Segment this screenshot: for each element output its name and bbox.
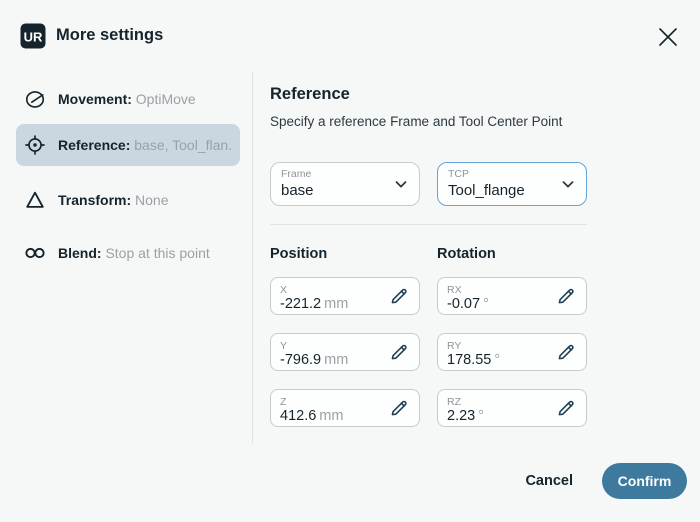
position-heading: Position	[270, 246, 328, 262]
field-unit: °	[483, 295, 489, 312]
sidebar-item-reference-key: Reference:	[58, 137, 131, 153]
field-value: -796.9 mm	[280, 352, 379, 369]
chevron-down-icon	[559, 175, 577, 193]
universal-robots-logo-icon: UR	[20, 23, 46, 49]
sidebar-item-transform-key: Transform:	[58, 192, 132, 208]
frame-dropdown-label: Frame	[281, 168, 312, 180]
field-number: -221.2	[280, 295, 322, 312]
position-y-field[interactable]: Y -796.9 mm	[270, 333, 420, 371]
field-number: -796.9	[280, 351, 322, 368]
infinity-icon	[24, 242, 46, 264]
sidebar-item-blend[interactable]: Blend: Stop at this point	[16, 232, 240, 274]
pencil-edit-icon[interactable]	[388, 341, 410, 363]
field-number: 412.6	[280, 407, 317, 424]
close-icon[interactable]	[656, 25, 680, 49]
tcp-dropdown-label: TCP	[448, 168, 469, 180]
position-z-field[interactable]: Z 412.6 mm	[270, 389, 420, 427]
frame-dropdown-value: base	[281, 182, 314, 199]
field-label: RY	[447, 339, 462, 352]
sidebar-divider	[252, 72, 253, 444]
field-value: 2.23 °	[447, 408, 546, 425]
pencil-edit-icon[interactable]	[555, 397, 577, 419]
sidebar-item-movement[interactable]: Movement: OptiMove	[16, 78, 240, 120]
reference-panel: Reference Specify a reference Frame and …	[270, 84, 587, 427]
field-number: -0.07	[447, 295, 481, 312]
pencil-edit-icon[interactable]	[388, 397, 410, 419]
field-value: 178.55 °	[447, 352, 546, 369]
settings-sidebar: Movement: OptiMove Reference: base, Tool…	[16, 78, 240, 274]
dialog-footer: Cancel Confirm	[523, 463, 687, 499]
frame-dropdown[interactable]: Frame base	[270, 162, 420, 206]
pencil-edit-icon[interactable]	[555, 341, 577, 363]
sidebar-item-reference-value: base, Tool_flan...	[134, 137, 232, 153]
chevron-down-icon	[392, 175, 410, 193]
field-unit: mm	[319, 407, 344, 424]
svg-text:UR: UR	[24, 30, 43, 45]
sidebar-item-blend-key: Blend:	[58, 245, 102, 261]
field-label: X	[280, 283, 288, 296]
sidebar-item-label: Blend: Stop at this point	[58, 245, 210, 261]
panel-title: Reference	[270, 85, 350, 103]
field-label: Y	[280, 339, 288, 352]
sidebar-item-transform-value: None	[135, 192, 169, 208]
sidebar-item-label: Reference: base, Tool_flan...	[58, 137, 232, 153]
sidebar-item-movement-value: OptiMove	[135, 91, 196, 107]
sidebar-item-label: Transform: None	[58, 192, 168, 208]
field-label: RX	[447, 283, 462, 296]
field-unit: °	[478, 407, 485, 424]
tcp-dropdown-value: Tool_flange	[448, 182, 525, 199]
target-icon	[24, 134, 46, 156]
position-x-field[interactable]: X -221.2 mm	[270, 277, 420, 315]
sidebar-item-transform[interactable]: Transform: None	[16, 179, 240, 221]
rotation-heading: Rotation	[437, 246, 496, 262]
field-label: RZ	[447, 395, 461, 408]
sidebar-item-blend-value: Stop at this point	[105, 245, 210, 261]
pencil-edit-icon[interactable]	[388, 285, 410, 307]
section-divider	[270, 224, 587, 225]
rotation-ry-field[interactable]: RY 178.55 °	[437, 333, 587, 371]
dialog-title: More settings	[56, 26, 164, 44]
panel-subtitle: Specify a reference Frame and Tool Cente…	[270, 114, 563, 129]
field-value: 412.6 mm	[280, 408, 379, 425]
field-unit: °	[494, 351, 501, 368]
confirm-button[interactable]: Confirm	[602, 463, 687, 499]
sidebar-item-reference[interactable]: Reference: base, Tool_flan...	[16, 124, 240, 166]
field-label: Z	[280, 395, 287, 408]
sidebar-item-movement-key: Movement:	[58, 91, 132, 107]
field-value: -221.2 mm	[280, 296, 379, 313]
reference-dropdowns: Frame base TCP Tool_flange	[270, 162, 587, 206]
field-unit: mm	[324, 351, 349, 368]
sidebar-item-label: Movement: OptiMove	[58, 91, 196, 107]
rotation-rx-field[interactable]: RX -0.07 °	[437, 277, 587, 315]
triangle-icon	[24, 189, 46, 211]
group-headings: Position Rotation	[270, 246, 587, 262]
tcp-dropdown[interactable]: TCP Tool_flange	[437, 162, 587, 206]
field-unit: mm	[324, 295, 349, 312]
gauge-icon	[24, 88, 46, 110]
pencil-edit-icon[interactable]	[555, 285, 577, 307]
field-number: 2.23	[447, 407, 476, 424]
field-number: 178.55	[447, 351, 492, 368]
cancel-button[interactable]: Cancel	[523, 469, 575, 493]
rotation-rz-field[interactable]: RZ 2.23 °	[437, 389, 587, 427]
field-value: -0.07 °	[447, 296, 546, 313]
pose-fields: X -221.2 mm RX -0.07 °	[270, 277, 587, 427]
